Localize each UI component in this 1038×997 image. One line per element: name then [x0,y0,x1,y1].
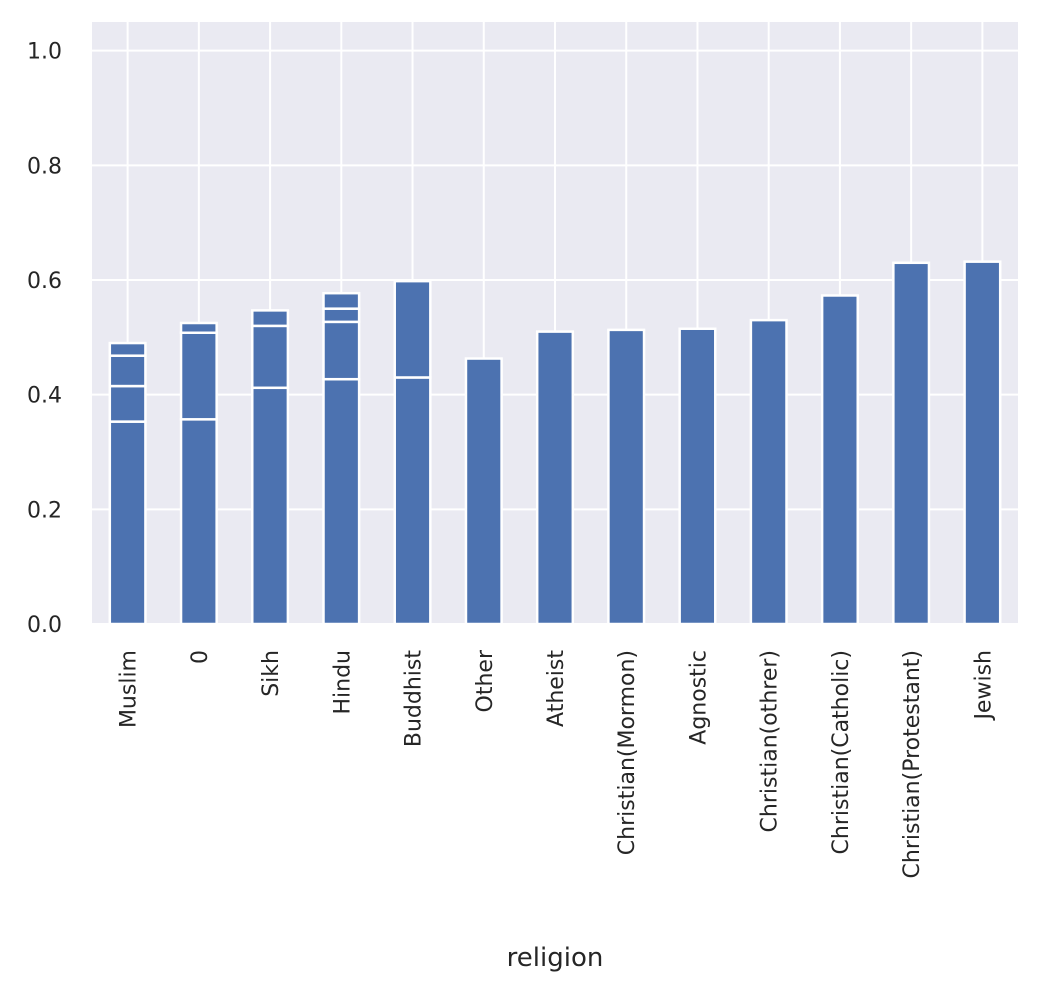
bar-segment [393,376,432,626]
bar-segment [251,324,290,390]
bar-segment [108,354,147,388]
bar-segment [322,291,361,310]
bar-segment [179,418,218,626]
y-tick-label: 0.8 [27,154,62,179]
y-tick-labels: 0.0 0.2 0.4 0.6 0.8 1.0 [27,40,62,638]
bar-segment [322,307,361,324]
x-tick-label: Christian(Catholic) [829,650,854,854]
bar-segment [749,318,788,626]
y-tick-label: 0.0 [27,613,62,638]
x-axis-label: religion [507,943,604,973]
bar-segment [322,377,361,626]
bar-segment [251,386,290,626]
y-tick-label: 1.0 [27,40,62,65]
x-tick-label: Atheist [544,650,569,727]
x-tick-label: Muslim [117,650,142,728]
y-tick-label: 0.4 [27,384,62,409]
y-tick-label: 0.2 [27,498,62,523]
bar-segment [108,420,147,626]
bar-segment [179,321,218,334]
bar-segment [322,320,361,381]
bar-segment [607,328,646,626]
x-tick-label: Christian(othrer) [758,650,783,832]
x-tick-label: Agnostic [686,650,711,745]
x-tick-label: Christian(Mormon) [615,650,640,855]
x-tick-label: 0 [188,650,213,664]
y-tick-label: 0.6 [27,269,62,294]
bar-segment [535,330,575,626]
bar-segment [820,294,859,626]
x-tick-label: Christian(Protestant) [900,650,925,878]
bar-segment [108,341,147,357]
x-tick-label: Jewish [971,650,996,722]
bar-segment [678,327,717,626]
bar-segment [179,331,218,421]
bar-segment [464,357,503,626]
x-tick-label: Hindu [330,650,355,715]
bars [108,260,1002,626]
x-tick-labels: Muslim 0 Sikh Hindu Buddhist Other Atheist Chri… [117,649,997,878]
bar-segment [251,309,290,328]
bar-segment [393,279,432,379]
bar-segment [892,261,931,626]
x-tick-label: Sikh [259,650,284,697]
bar-segment [963,260,1002,626]
x-tick-label: Buddhist [402,650,427,747]
bar-segment [108,384,147,423]
x-tick-label: Other [473,649,498,712]
